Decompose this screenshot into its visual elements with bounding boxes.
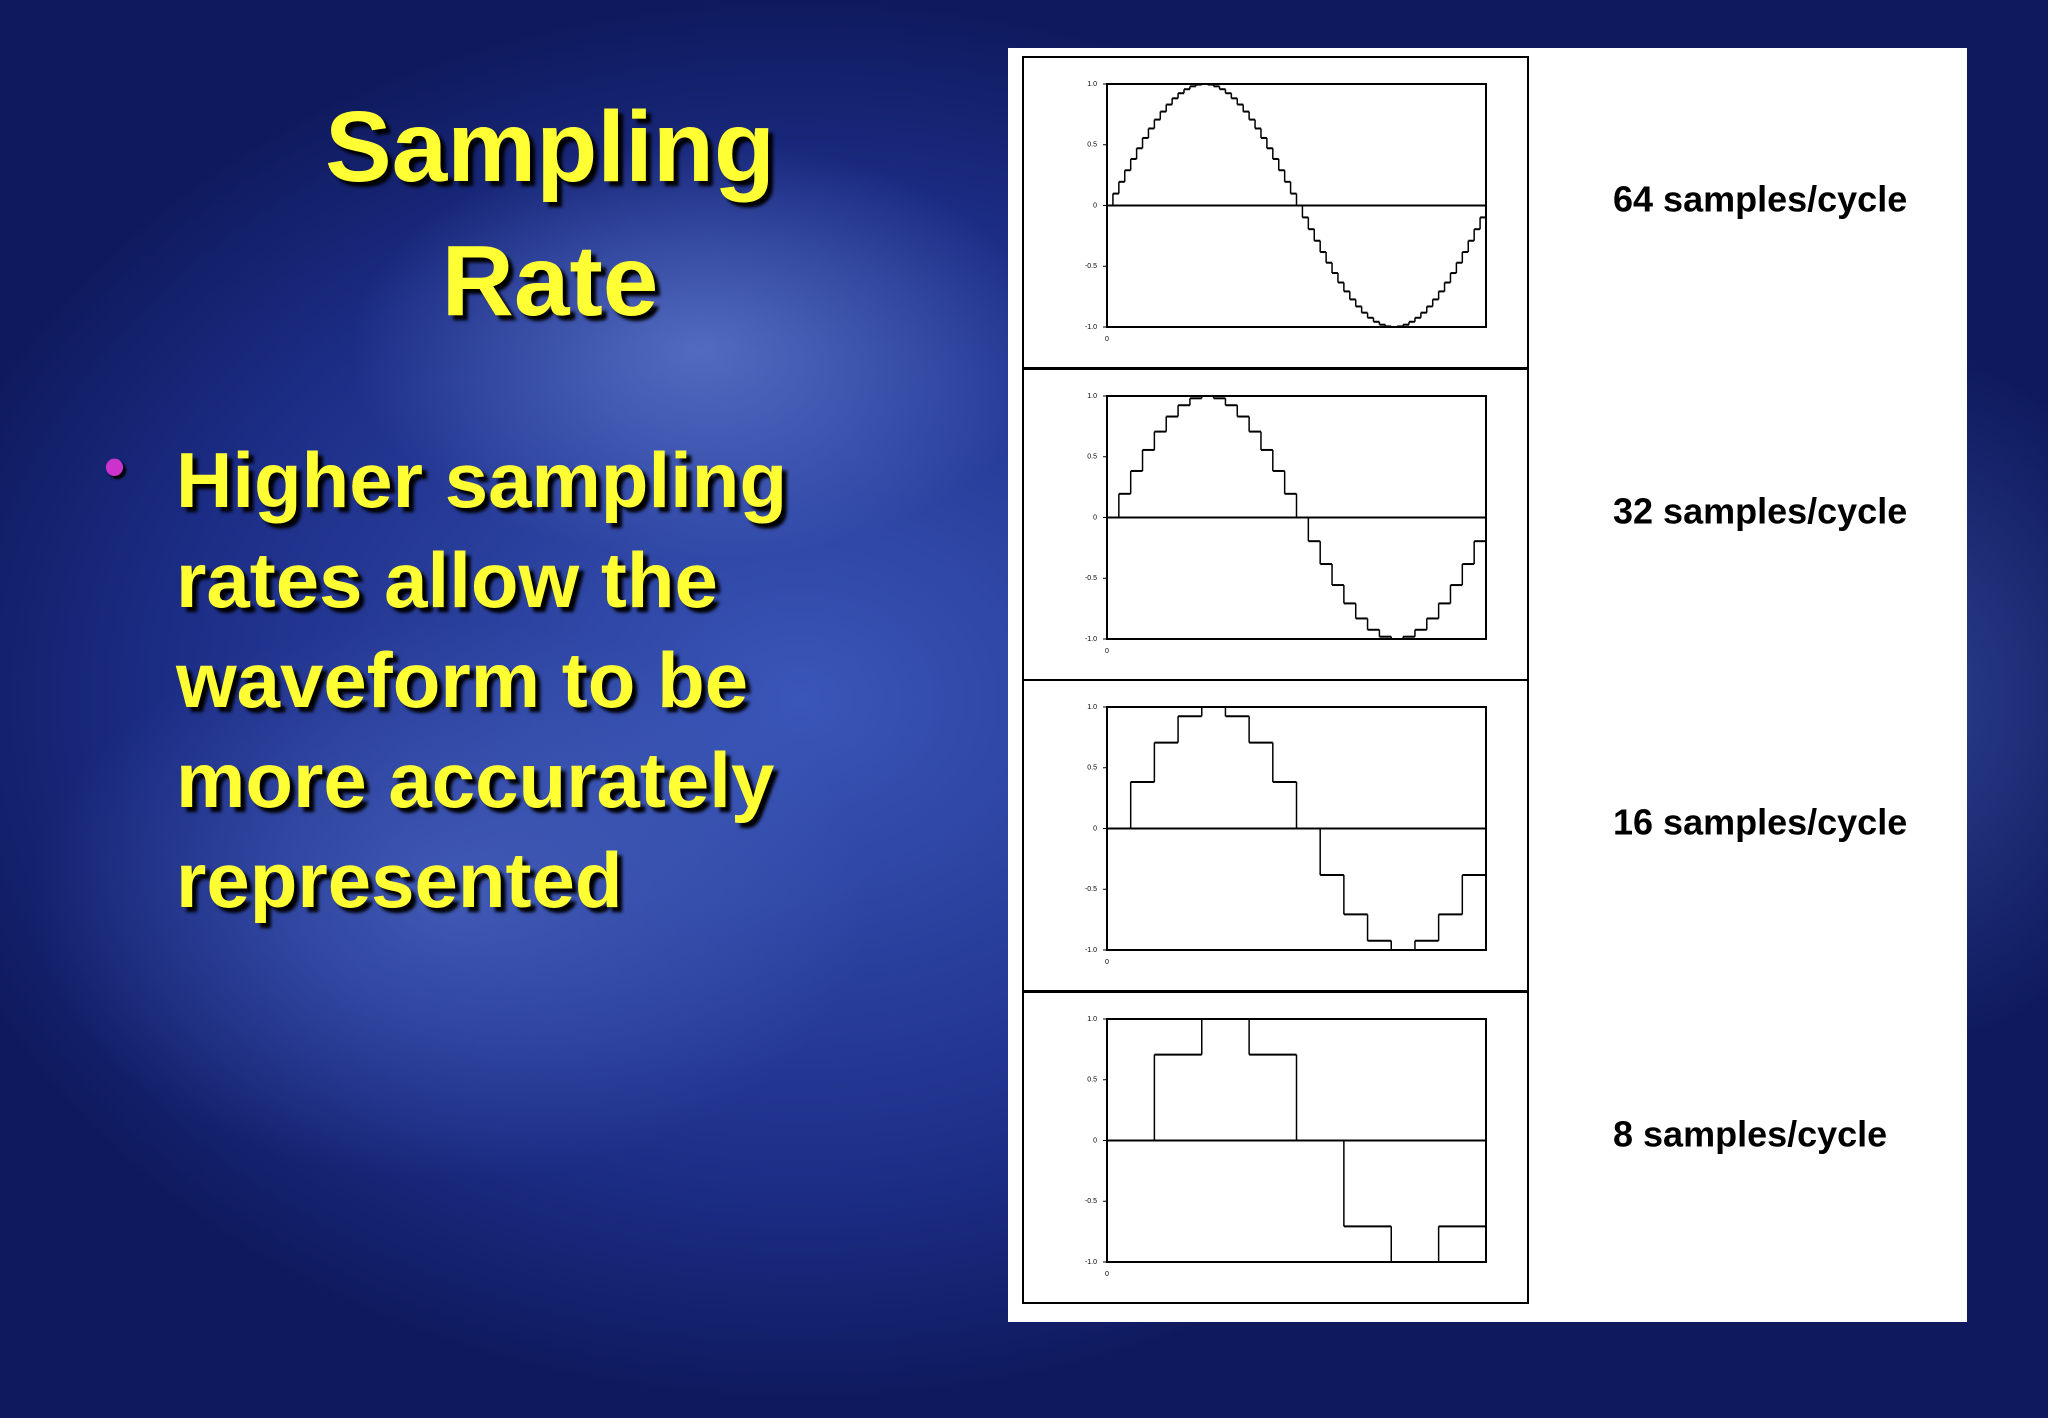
y-tick-label: 0 (1093, 1137, 1097, 1144)
y-tick-label: 1.0 (1087, 81, 1097, 88)
panel-frame (1022, 991, 1529, 1304)
y-tick-label: -1.0 (1085, 1259, 1097, 1266)
x-tick-label: 0 (1105, 336, 1109, 343)
y-tick-label: -1.0 (1085, 636, 1097, 643)
chart-label: 8 samples/cycle (1613, 1114, 1887, 1155)
bullet-marker: • (104, 433, 126, 500)
y-tick-label: 1.0 (1087, 393, 1097, 400)
bullet-text: Higher sampling rates allow the waveform t… (176, 430, 787, 930)
y-tick-label: -0.5 (1085, 886, 1097, 893)
y-tick-label: 0.5 (1087, 454, 1097, 461)
y-tick-label: 0 (1093, 825, 1097, 832)
y-tick-label: -1.0 (1085, 324, 1097, 331)
bullet-line: represented (176, 836, 623, 924)
x-tick-label: 0 (1105, 648, 1109, 655)
chart-label: 16 samples/cycle (1613, 802, 1907, 843)
y-tick-label: 0.5 (1087, 142, 1097, 149)
y-tick-label: 1.0 (1087, 704, 1097, 711)
y-tick-label: 1.0 (1087, 1016, 1097, 1023)
x-tick-label: 0 (1105, 959, 1109, 966)
chart-label: 64 samples/cycle (1613, 179, 1907, 220)
chart-panel (1008, 48, 1967, 1322)
y-tick-label: -0.5 (1085, 263, 1097, 270)
y-tick-label: 0 (1093, 202, 1097, 209)
slide-title: Sampling Rate (324, 91, 776, 337)
y-tick-label: 0.5 (1087, 765, 1097, 772)
y-tick-label: 0.5 (1087, 1077, 1097, 1084)
y-tick-label: -0.5 (1085, 1198, 1097, 1205)
y-tick-label: -0.5 (1085, 575, 1097, 582)
y-tick-label: -1.0 (1085, 947, 1097, 954)
bullet-line: waveform to be (176, 636, 749, 724)
bullet-line: Higher sampling (176, 436, 788, 524)
x-tick-label: 0 (1105, 1271, 1109, 1278)
bullet-line: more accurately (176, 736, 775, 824)
y-tick-label: 0 (1093, 514, 1097, 521)
chart-label: 32 samples/cycle (1613, 491, 1907, 532)
bullet-line: rates allow the (176, 536, 718, 624)
